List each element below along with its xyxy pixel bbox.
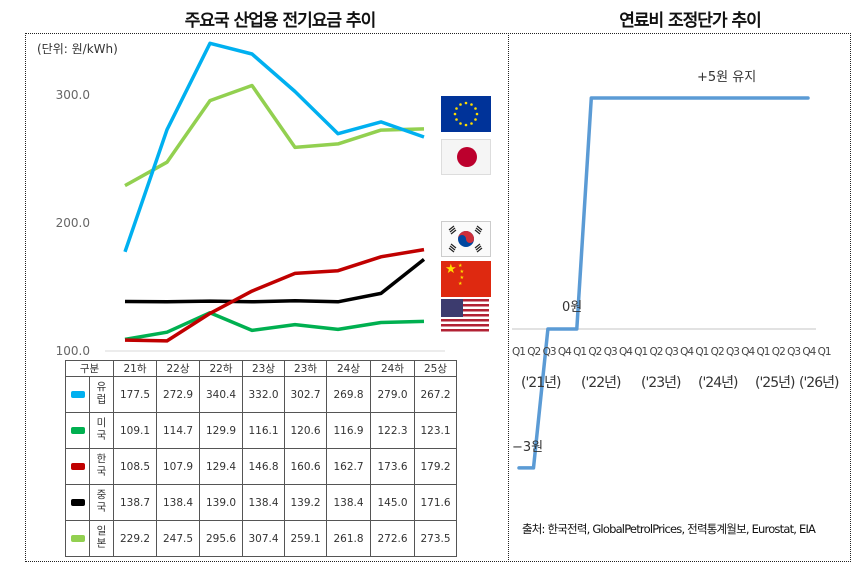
unit-label: (단위: 원/kWh) (37, 42, 118, 56)
table-row: 한국 108.5 107.9 129.4 146.8 160.6 162.7 173.6 179… (65, 448, 457, 485)
value-cell: 129.9 (199, 412, 243, 449)
series-line-jp (124, 83, 425, 188)
us-flag-icon (441, 299, 489, 332)
fuel-cost-line (517, 96, 810, 470)
chart-frame (25, 33, 851, 562)
value-cell: 107.9 (156, 448, 200, 485)
series-line-eu (123, 41, 425, 253)
zero-annotation: 0원 (562, 300, 583, 315)
table-header-row: 구분 21하 22상 22하 23상 23하 24상 24하 25상 (65, 360, 457, 377)
value-cell: 302.7 (284, 376, 327, 413)
series-line-kr (124, 247, 425, 343)
country-name-cell: 일본 (89, 520, 114, 557)
value-cell: 138.7 (113, 484, 157, 521)
eu-flag-icon (441, 96, 491, 132)
value-cell: 279.0 (370, 376, 415, 413)
table-row: 미국 109.1 114.7 129.9 116.1 120.6 116.9 122.3 123… (65, 412, 457, 449)
table-row: 중국 138.7 138.4 139.0 138.4 139.2 138.4 145.0 171… (65, 484, 457, 521)
country-name-cell: 유럽 (89, 376, 114, 413)
right-chart-title: 연료비 조정단가 추이 (619, 11, 762, 31)
value-cell: 295.6 (199, 520, 243, 557)
plus5-annotation: +5원 유지 (697, 70, 757, 85)
value-cell: 123.1 (414, 412, 457, 449)
table-row: 일본 229.2 247.5 295.6 307.4 259.1 261.8 272.6 273… (65, 520, 457, 557)
legend-swatch (70, 534, 85, 542)
country-name: 한국 (95, 452, 107, 478)
value-cell: 259.1 (284, 520, 327, 557)
year-label: ('25년) (755, 375, 795, 391)
header-cell: 구분 (65, 360, 114, 377)
year-label: ('21년) (521, 375, 561, 391)
minus3-annotation: −3원 (512, 440, 544, 455)
value-cell: 138.4 (326, 484, 371, 521)
header-cell: 22하 (199, 360, 243, 377)
table-row: 유럽 177.5 272.9 340.4 332.0 302.7 269.8 279.0 267… (65, 376, 457, 413)
value-cell: 273.5 (414, 520, 457, 557)
country-name: 일본 (95, 524, 107, 550)
legend-swatch (70, 498, 85, 506)
value-cell: 340.4 (199, 376, 243, 413)
value-cell: 146.8 (242, 448, 285, 485)
value-cell: 267.2 (414, 376, 457, 413)
legend-swatch (70, 426, 85, 434)
value-cell: 173.6 (370, 448, 415, 485)
value-cell: 269.8 (326, 376, 371, 413)
left-chart-title: 주요국 산업용 전기요금 추이 (184, 11, 376, 31)
data-table: 구분 21하 22상 22하 23상 23하 24상 24하 25상 유럽 177… (65, 360, 457, 557)
panel-divider (508, 33, 509, 562)
quarter-ticks: Q1 Q2 Q3 Q4 Q1 Q2 Q3 Q4 Q1 Q2 Q3 Q4 Q1 Q… (512, 346, 832, 358)
year-label: ('24년) (698, 375, 738, 391)
value-cell: 247.5 (156, 520, 200, 557)
value-cell: 162.7 (326, 448, 371, 485)
country-name: 유럽 (95, 380, 107, 406)
value-cell: 272.9 (156, 376, 200, 413)
value-cell: 116.1 (242, 412, 285, 449)
year-label: ('22년) (581, 375, 621, 391)
source-note: 출처: 한국전력, GlobalPetrolPrices, 전력통계월보, Eu… (522, 522, 816, 536)
value-cell: 332.0 (242, 376, 285, 413)
y-tick-100: 100.0 (55, 344, 90, 358)
value-cell: 261.8 (326, 520, 371, 557)
cn-flag-icon: ★ ★ ★ ★ ★ (441, 261, 491, 297)
value-cell: 139.2 (284, 484, 327, 521)
jp-flag-icon (441, 139, 491, 175)
y-tick-300: 300.0 (55, 88, 90, 102)
legend-swatch-cell (65, 376, 90, 413)
year-label: ('26년) (799, 375, 839, 391)
series-line-cn (124, 258, 426, 304)
country-name-cell: 미국 (89, 412, 114, 449)
header-cell: 23하 (284, 360, 327, 377)
value-cell: 138.4 (242, 484, 285, 521)
value-cell: 108.5 (113, 448, 157, 485)
country-name: 미국 (95, 416, 107, 442)
country-name-cell: 중국 (89, 484, 114, 521)
legend-swatch (70, 462, 85, 470)
country-name: 중국 (95, 488, 107, 514)
series-line-us (124, 310, 425, 342)
value-cell: 179.2 (414, 448, 457, 485)
y-tick-200: 200.0 (55, 216, 90, 230)
kr-flag-icon (441, 221, 491, 257)
header-cell: 23상 (242, 360, 285, 377)
legend-swatch (70, 390, 85, 398)
year-label: ('23년) (641, 375, 681, 391)
value-cell: 177.5 (113, 376, 157, 413)
